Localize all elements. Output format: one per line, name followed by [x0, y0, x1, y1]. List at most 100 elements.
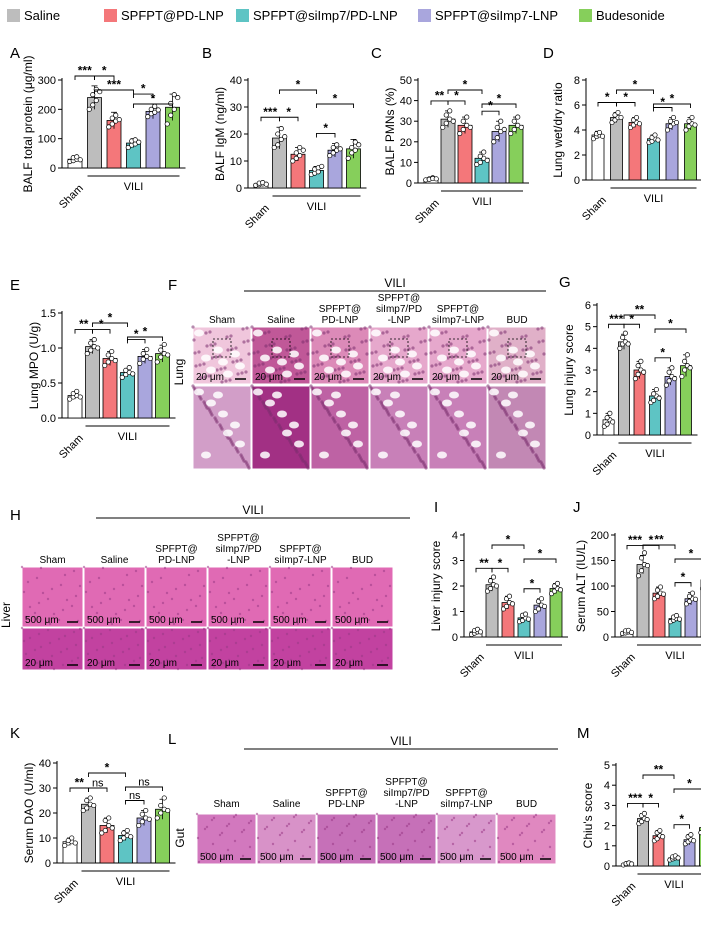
data-point: [687, 365, 693, 371]
data-point: [490, 574, 497, 580]
nucleus-dot: [238, 667, 242, 671]
data-point: [615, 109, 621, 116]
histology-image: [21, 566, 84, 628]
alveolus: [442, 366, 452, 374]
nucleus-dot: [266, 374, 270, 378]
column-header: SPFPT@: [385, 777, 427, 788]
nucleus-dot: [82, 626, 86, 630]
legend-swatch: [418, 8, 431, 22]
nucleus-dot: [174, 587, 178, 591]
nucleus-dot: [360, 830, 364, 834]
nucleus-dot: [456, 380, 460, 384]
nucleus-dot: [213, 342, 217, 346]
nucleus-dot: [496, 836, 500, 840]
nucleus-dot: [537, 459, 541, 463]
nucleus-dot: [311, 634, 315, 638]
nucleus-dot: [446, 356, 450, 360]
nucleus-dot: [368, 845, 372, 849]
nucleus-dot: [529, 346, 533, 350]
nucleus-dot: [472, 815, 476, 819]
nucleus-dot: [274, 580, 278, 584]
nucleus-dot: [110, 641, 114, 645]
significance-bracket: [623, 314, 656, 319]
nucleus-dot: [344, 436, 348, 440]
y-axis-label: Liver injury score: [429, 540, 443, 631]
nucleus-dot: [286, 848, 290, 852]
nucleus-dot: [48, 641, 52, 645]
sham-label: Sham: [52, 877, 81, 906]
nucleus-dot: [397, 427, 401, 431]
nucleus-dot: [90, 605, 94, 609]
nucleus-dot: [260, 594, 264, 598]
nucleus-dot: [296, 641, 300, 645]
data-point: [644, 563, 651, 569]
nucleus-dot: [161, 632, 165, 636]
significance-label: ns: [129, 790, 141, 802]
scale-bar-label: 20 μm: [211, 658, 239, 669]
data-point: [508, 131, 514, 137]
data-point: [498, 118, 504, 124]
data-point: [275, 131, 281, 137]
histology-image: [207, 566, 270, 628]
alveolus: [489, 388, 499, 396]
nucleus-dot: [86, 652, 90, 656]
alveolus: [289, 350, 299, 358]
legend-item-1: SPFPT@PD-LNP: [104, 6, 224, 24]
scale-bar-label: 20 μm: [373, 372, 401, 383]
nucleus-dot: [39, 645, 43, 649]
nucleus-dot: [274, 665, 278, 669]
nucleus-dot: [503, 330, 507, 334]
nucleus-dot: [467, 822, 471, 826]
nucleus-dot: [514, 367, 518, 371]
nucleus-dot: [194, 659, 198, 663]
nucleus-dot: [331, 342, 335, 346]
nucleus-dot: [542, 828, 546, 832]
nucleus-dot: [246, 339, 250, 343]
nucleus-dot: [465, 824, 469, 828]
data-point: [440, 124, 446, 130]
data-point: [128, 834, 134, 840]
data-point: [87, 795, 93, 801]
alveolus: [395, 410, 405, 418]
nucleus-dot: [249, 819, 253, 823]
significance-bracket: [133, 93, 154, 99]
data-point: [105, 352, 111, 358]
nucleus-dot: [421, 370, 425, 374]
nucleus-dot: [308, 845, 312, 849]
nucleus-dot: [199, 397, 203, 401]
nucleus-dot: [369, 819, 373, 823]
nucleus-dot: [39, 566, 43, 570]
nucleus-dot: [421, 854, 425, 858]
nucleus-dot: [451, 842, 455, 846]
nucleus-dot: [362, 828, 366, 832]
nucleus-dot: [508, 342, 512, 346]
nucleus-dot: [274, 368, 278, 372]
nucleus-dot: [391, 842, 395, 846]
nucleus-dot: [198, 594, 202, 598]
y-tick-label: 0: [574, 175, 580, 187]
nucleus-dot: [152, 636, 156, 640]
significance-bracket: [447, 89, 483, 94]
nucleus-dot: [253, 364, 257, 368]
nucleus-dot: [95, 648, 99, 652]
nucleus-dot: [220, 427, 224, 431]
nucleus-dot: [411, 346, 415, 350]
nucleus-dot: [307, 583, 311, 587]
nucleus-dot: [532, 815, 536, 819]
nucleus-dot: [322, 643, 326, 647]
data-point: [622, 330, 628, 336]
panel-letter: E: [10, 277, 20, 294]
data-point: [132, 137, 138, 143]
data-point: [143, 807, 149, 814]
nucleus-dot: [526, 443, 530, 447]
significance-label: ***: [628, 533, 642, 547]
nucleus-dot: [214, 605, 218, 609]
nucleus-dot: [523, 378, 527, 382]
nucleus-dot: [347, 601, 351, 605]
nucleus-dot: [251, 647, 255, 651]
nucleus-dot: [185, 663, 189, 667]
y-tick-label: 20: [39, 808, 51, 820]
significance-bracket: [523, 588, 541, 593]
data-point: [515, 114, 521, 120]
nucleus-dot: [236, 654, 240, 658]
